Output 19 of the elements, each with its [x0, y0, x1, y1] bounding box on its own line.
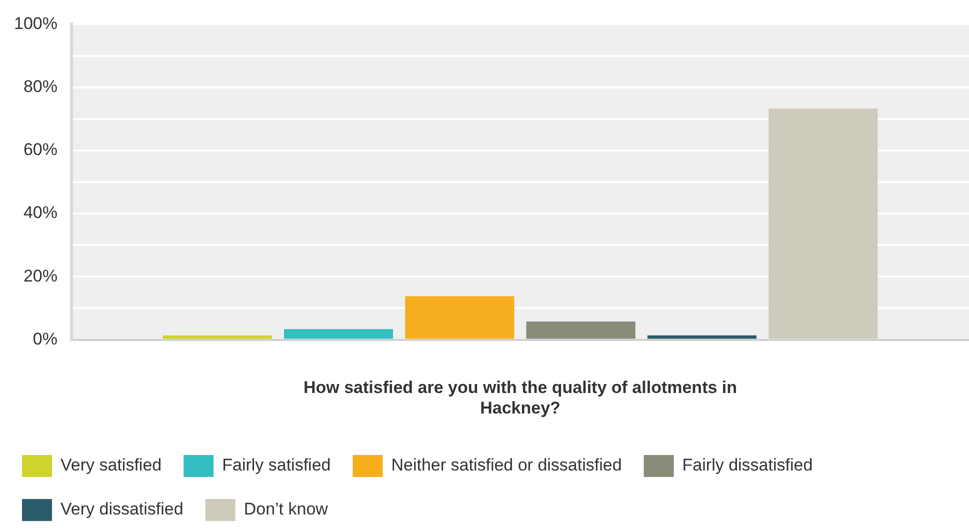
x-axis-title: How satisfied are you with the quality of allotments in Hackney?: [303, 378, 738, 418]
bar: [768, 108, 878, 339]
y-tick-label: 60%: [23, 140, 58, 160]
legend-label: Don’t know: [244, 500, 329, 519]
y-tick-label: 40%: [23, 203, 58, 222]
bar: [405, 296, 514, 339]
legend-label: Very dissatisfied: [60, 500, 184, 519]
bar: [162, 335, 272, 339]
bar: [526, 321, 636, 339]
y-tick-label: 0%: [32, 329, 58, 348]
legend-label: Neither satisfied or dissatisfied: [391, 456, 622, 475]
bar: [647, 335, 757, 339]
y-tick-label: 20%: [23, 266, 58, 286]
y-tick-label: 100%: [14, 14, 58, 33]
legend-label: Very satisfied: [60, 456, 162, 475]
bar: [284, 329, 394, 339]
y-tick-label: 80%: [23, 77, 58, 96]
legend-label: Fairly dissatisfied: [682, 456, 813, 475]
legend-label: Fairly satisfied: [222, 456, 331, 475]
